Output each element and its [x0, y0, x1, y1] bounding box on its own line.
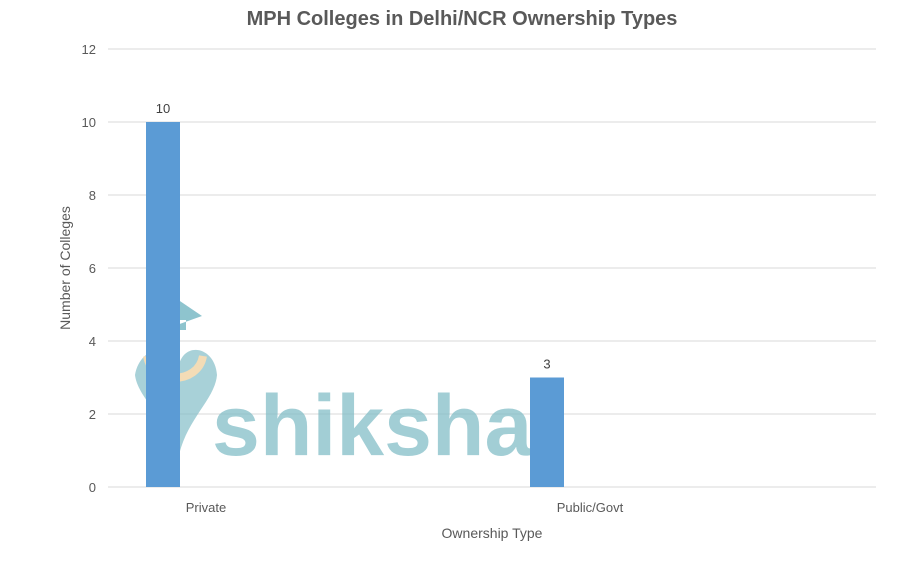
bar-private [146, 122, 180, 487]
y-tick-labels: 0 2 4 6 8 10 12 [82, 42, 96, 495]
chart-title: MPH Colleges in Delhi/NCR Ownership Type… [247, 8, 678, 30]
y-axis-label: Number of Colleges [57, 206, 73, 330]
bar-public-govt [530, 377, 564, 487]
x-tick-label: Public/Govt [557, 500, 624, 515]
y-tick-label: 4 [89, 334, 96, 349]
y-tick-label: 8 [89, 188, 96, 203]
shiksha-logo-watermark: shiksha [135, 297, 533, 474]
x-tick-labels: Private Public/Govt [186, 500, 624, 515]
bars: 10 3 [146, 101, 564, 487]
x-tick-label: Private [186, 500, 226, 515]
data-label: 3 [543, 357, 550, 372]
y-tick-label: 6 [89, 261, 96, 276]
x-axis-label: Ownership Type [442, 525, 543, 541]
y-tick-label: 2 [89, 407, 96, 422]
watermark-text: shiksha [212, 378, 533, 474]
gridlines [108, 48, 876, 488]
y-tick-label: 10 [82, 115, 96, 130]
y-tick-label: 0 [89, 480, 96, 495]
y-tick-label: 12 [82, 42, 96, 57]
data-label: 10 [156, 101, 170, 116]
